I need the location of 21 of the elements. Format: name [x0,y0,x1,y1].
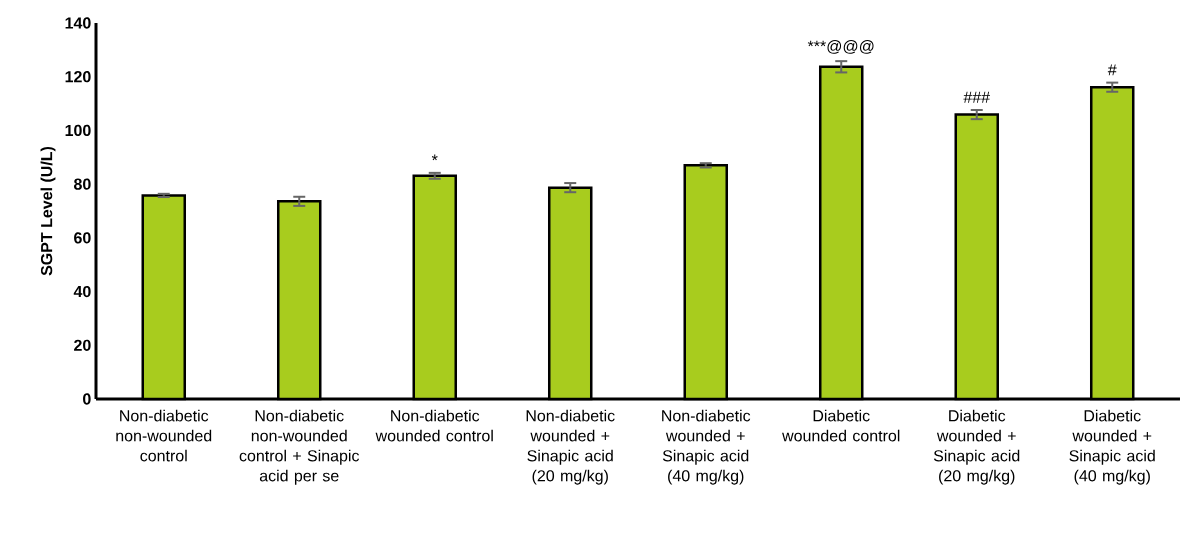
x-tick-label: Non-diabetic wounded + Sinapic acid (20 mg/kg) [526,409,615,485]
x-tick-label: Diabetic wounded + Sinapic acid (40 mg/kg) [1069,409,1155,485]
y-tick-label: 0 [83,393,91,405]
x-tick-label: Non-diabetic non-wounded control [116,409,212,462]
x-tick-label: Non-diabetic non-wounded control + Sinapic acid per se [239,409,360,485]
y-tick-label: 40 [73,285,91,298]
y-tick-label: 20 [74,339,91,351]
y-tick-label: 120 [65,71,91,83]
y-axis-title: SGPT Level (U/L) [40,146,56,276]
annotation: ### [963,91,991,103]
x-tick-label: Non-diabetic wounded control [375,409,493,442]
x-tick-label: Diabetic wounded control [782,409,900,442]
annotation: * [431,154,438,161]
y-tick-label: 140 [65,17,91,29]
y-tick-label: 80 [74,178,91,190]
annotation: ***@@@ [807,40,874,54]
x-tick-label: Non-diabetic wounded + Sinapic acid (40 mg/kg) [662,409,751,485]
x-tick-label: Diabetic wounded + Sinapic acid (20 mg/kg) [933,409,1020,485]
y-tick-label: 100 [65,124,91,137]
y-tick-label: 60 [74,232,91,244]
annotation: # [1107,64,1117,76]
